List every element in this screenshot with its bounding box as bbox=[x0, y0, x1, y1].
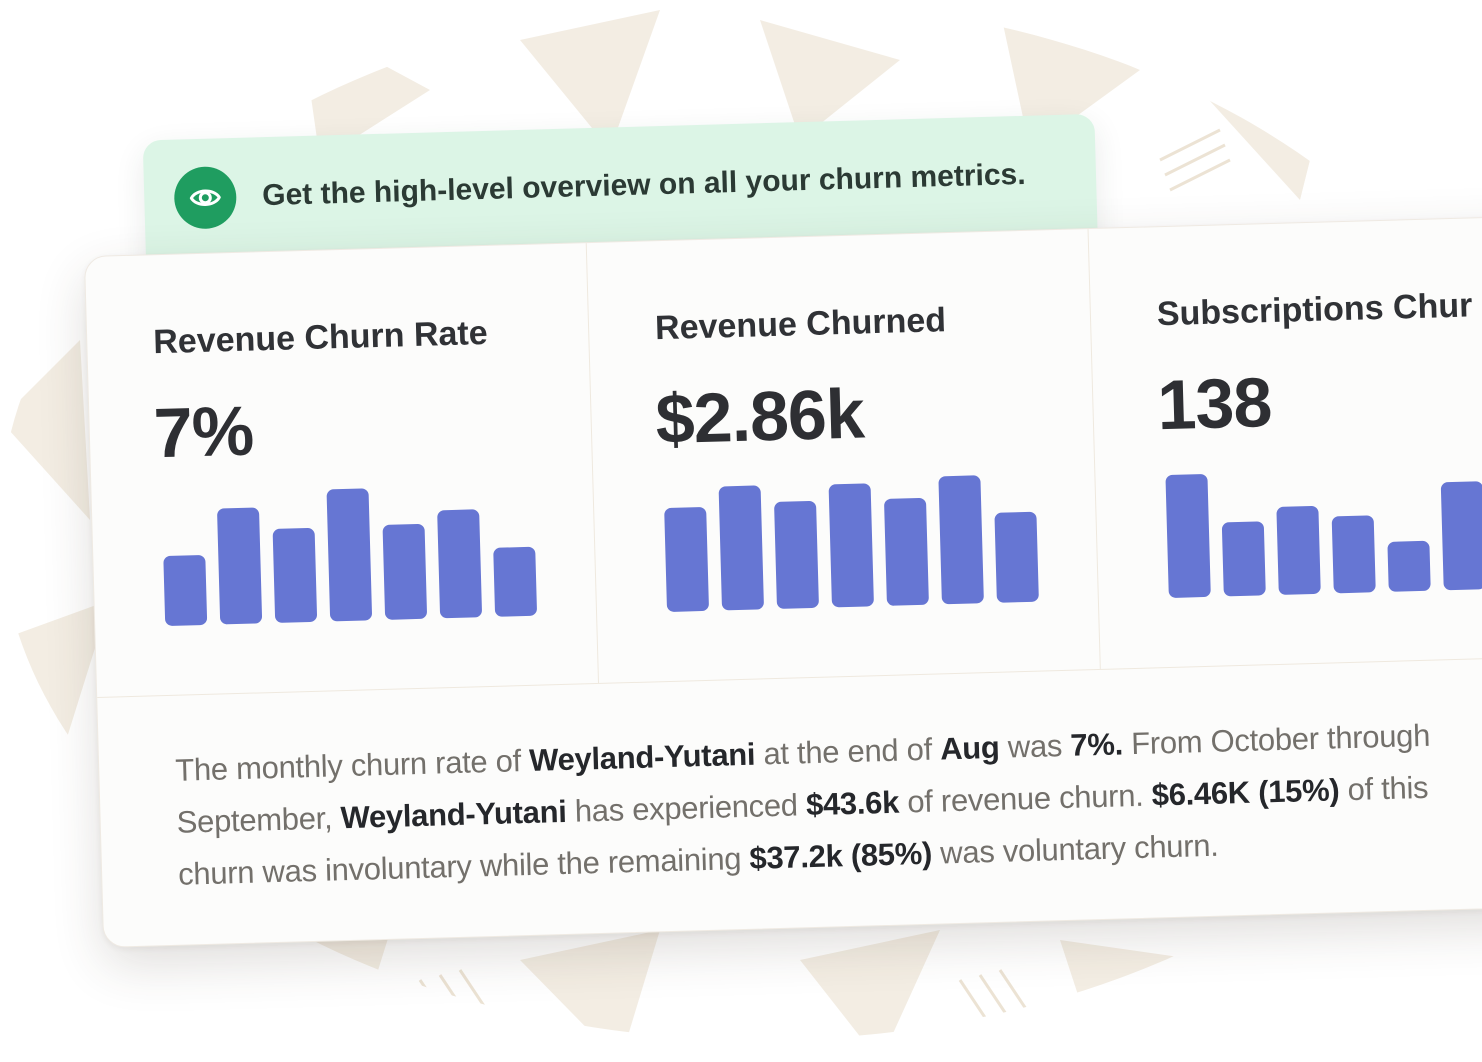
bar bbox=[272, 527, 318, 623]
summary-churn-rate: 7%. bbox=[1069, 726, 1124, 763]
metric-value: 138 bbox=[1156, 363, 1273, 445]
mini-bar-chart bbox=[161, 480, 545, 627]
metric-value: 7% bbox=[152, 391, 255, 473]
bar bbox=[1276, 505, 1321, 595]
summary-text: The monthly churn rate of bbox=[174, 742, 530, 788]
banner-text: Get the high-level overview on all your … bbox=[261, 157, 1026, 213]
summary-revenue-churn: $43.6k bbox=[805, 784, 900, 823]
churn-metrics-card: Revenue Churn Rate 7% Revenue Churned $2… bbox=[83, 215, 1482, 948]
metric-revenue-churned[interactable]: Revenue Churned $2.86k bbox=[586, 229, 1101, 683]
metric-revenue-churn-rate[interactable]: Revenue Churn Rate 7% bbox=[84, 243, 600, 697]
bar bbox=[163, 554, 208, 627]
metric-value: $2.86k bbox=[654, 374, 865, 459]
summary-text: at the end of bbox=[754, 731, 941, 772]
bar bbox=[493, 546, 538, 617]
bar bbox=[216, 507, 263, 625]
bar bbox=[437, 509, 483, 619]
bar bbox=[1331, 515, 1376, 594]
metrics-row: Revenue Churn Rate 7% Revenue Churned $2… bbox=[84, 216, 1482, 697]
bar bbox=[883, 497, 929, 606]
bar bbox=[938, 475, 984, 605]
bar bbox=[382, 523, 428, 620]
summary-text: was bbox=[999, 727, 1071, 765]
metric-title: Revenue Churn Rate bbox=[152, 313, 489, 362]
overview-banner: Get the high-level overview on all your … bbox=[142, 113, 1099, 291]
mini-bar-chart bbox=[663, 466, 1047, 613]
metric-title: Revenue Churned bbox=[654, 301, 947, 348]
summary-involuntary-churn: $6.46K (15%) bbox=[1151, 772, 1340, 813]
summary-text: was voluntary churn. bbox=[931, 827, 1219, 871]
churn-summary-text: The monthly churn rate of Weyland-Yutani… bbox=[175, 709, 1479, 901]
metric-subscriptions-churned[interactable]: Subscriptions Chur 138 bbox=[1089, 216, 1482, 669]
summary-text: of revenue churn. bbox=[898, 777, 1153, 820]
bar bbox=[718, 485, 765, 611]
summary-company: Weyland-Yutani bbox=[340, 793, 567, 836]
summary-month: Aug bbox=[939, 729, 1000, 767]
eye-icon bbox=[173, 165, 238, 230]
bar bbox=[774, 500, 819, 609]
metric-title: Subscriptions Chur bbox=[1156, 286, 1473, 334]
bar bbox=[664, 506, 710, 613]
bar bbox=[1440, 481, 1482, 591]
bar bbox=[994, 511, 1039, 603]
bar bbox=[326, 488, 373, 622]
mini-bar-chart bbox=[1165, 452, 1482, 599]
summary-company: Weyland-Yutani bbox=[528, 736, 756, 778]
bar bbox=[1221, 521, 1266, 597]
bar bbox=[1165, 473, 1211, 599]
summary-voluntary-churn: $37.2k (85%) bbox=[749, 835, 933, 876]
summary-text: has experienced bbox=[565, 787, 807, 829]
bar bbox=[1387, 540, 1431, 592]
bar bbox=[828, 483, 874, 608]
